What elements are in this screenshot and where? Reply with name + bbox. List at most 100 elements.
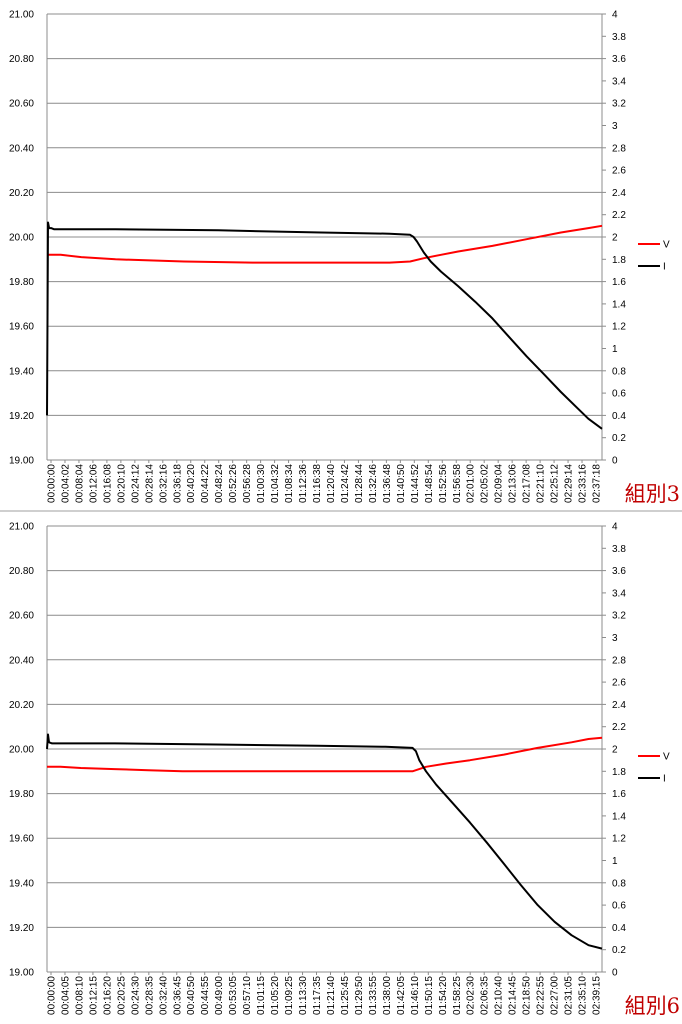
y-right-tick-label: 1.8 (612, 767, 626, 778)
x-tick-label: 01:24:42 (340, 464, 351, 503)
chart-group3: 19.0019.2019.4019.6019.8020.0020.2020.40… (9, 10, 670, 503)
x-tick-label: 02:21:10 (536, 464, 547, 503)
x-tick-label: 02:31:05 (564, 976, 575, 1015)
x-tick-label: 00:16:08 (102, 464, 113, 503)
x-tick-label: 01:28:44 (354, 464, 365, 503)
y-right-tick-label: 1 (612, 856, 618, 867)
x-tick-label: 00:32:40 (158, 976, 169, 1015)
x-tick-label: 00:56:28 (242, 464, 253, 503)
y-right-tick-label: 0.4 (612, 411, 626, 422)
y-left-tick-label: 20.80 (9, 54, 34, 65)
y-right-tick-label: 2 (612, 745, 618, 756)
x-tick-label: 01:38:00 (382, 976, 393, 1015)
x-tick-label: 01:46:10 (410, 976, 421, 1015)
x-tick-label: 02:13:06 (508, 464, 519, 503)
y-left-tick-label: 20.20 (9, 188, 34, 199)
y-right-tick-label: 4 (612, 522, 618, 533)
x-tick-label: 00:12:06 (88, 464, 99, 503)
y-right-tick-label: 0.2 (612, 433, 626, 444)
x-tick-label: 01:56:58 (452, 464, 463, 503)
legend-label-i: I (663, 262, 666, 273)
y-right-tick-label: 2.6 (612, 678, 626, 689)
legend-label-i: I (663, 774, 666, 785)
y-right-tick-label: 4 (612, 10, 618, 21)
y-right-tick-label: 3.4 (612, 588, 626, 599)
x-tick-label: 01:44:52 (410, 464, 421, 503)
x-tick-label: 01:04:32 (270, 464, 281, 503)
y-right-tick-label: 1.2 (612, 322, 626, 333)
y-right-tick-label: 2.4 (612, 188, 626, 199)
y-left-tick-label: 19.20 (9, 923, 34, 934)
y-right-tick-label: 0 (612, 968, 618, 979)
x-tick-label: 02:02:30 (466, 976, 477, 1015)
x-tick-label: 01:20:40 (326, 464, 337, 503)
x-tick-label: 00:00:00 (47, 464, 58, 503)
legend-label-v: V (663, 240, 670, 251)
y-left-tick-label: 21.00 (9, 10, 34, 21)
y-right-tick-label: 1.8 (612, 255, 626, 266)
x-tick-label: 01:42:05 (396, 976, 407, 1015)
x-tick-label: 00:28:35 (144, 976, 155, 1015)
y-right-tick-label: 2.2 (612, 722, 626, 733)
x-tick-label: 01:00:30 (256, 464, 267, 503)
y-right-tick-label: 3.2 (612, 611, 626, 622)
chart-group6: 19.0019.2019.4019.6019.8020.0020.2020.40… (9, 522, 670, 1015)
x-tick-label: 00:44:55 (200, 976, 211, 1015)
x-tick-label: 00:36:45 (172, 976, 183, 1015)
x-tick-label: 02:10:40 (494, 976, 505, 1015)
x-tick-label: 01:40:50 (396, 464, 407, 503)
x-tick-label: 00:28:14 (144, 464, 155, 503)
x-tick-label: 01:25:45 (340, 976, 351, 1015)
y-right-tick-label: 1.4 (612, 811, 626, 822)
legend-label-v: V (663, 752, 670, 763)
y-right-tick-label: 3 (612, 633, 618, 644)
x-tick-label: 00:04:05 (60, 976, 71, 1015)
y-right-tick-label: 1.6 (612, 789, 626, 800)
y-left-tick-label: 19.80 (9, 277, 34, 288)
y-left-tick-label: 20.60 (9, 611, 34, 622)
y-right-tick-label: 1.6 (612, 277, 626, 288)
x-tick-label: 01:17:35 (312, 976, 323, 1015)
y-left-tick-label: 20.80 (9, 566, 34, 577)
x-tick-label: 00:36:18 (172, 464, 183, 503)
x-tick-label: 00:04:02 (60, 464, 71, 503)
y-right-tick-label: 3.8 (612, 32, 626, 43)
x-tick-label: 00:20:25 (116, 976, 127, 1015)
y-left-tick-label: 20.40 (9, 143, 34, 154)
y-right-tick-label: 0.6 (612, 389, 626, 400)
x-tick-label: 02:29:14 (564, 464, 575, 503)
y-right-tick-label: 2.8 (612, 655, 626, 666)
y-left-tick-label: 19.40 (9, 878, 34, 889)
y-right-tick-label: 3.8 (612, 544, 626, 555)
y-left-tick-label: 19.00 (9, 456, 34, 467)
x-tick-label: 00:32:16 (158, 464, 169, 503)
x-tick-label: 01:16:38 (312, 464, 323, 503)
x-tick-label: 01:29:50 (354, 976, 365, 1015)
x-tick-label: 01:32:46 (368, 464, 379, 503)
x-tick-label: 00:20:10 (116, 464, 127, 503)
x-tick-label: 00:16:20 (102, 976, 113, 1015)
x-tick-label: 00:24:12 (130, 464, 141, 503)
y-right-tick-label: 0.8 (612, 878, 626, 889)
panel-divider (0, 510, 682, 512)
y-right-tick-label: 1 (612, 344, 618, 355)
y-left-tick-label: 19.40 (9, 366, 34, 377)
x-tick-label: 00:49:00 (214, 976, 225, 1015)
x-tick-label: 01:54:20 (438, 976, 449, 1015)
y-left-tick-label: 19.20 (9, 411, 34, 422)
y-right-tick-label: 0.4 (612, 923, 626, 934)
group-label: 組別3 (624, 482, 680, 506)
x-tick-label: 01:01:15 (256, 976, 267, 1015)
x-tick-label: 00:53:05 (228, 976, 239, 1015)
x-tick-label: 00:08:10 (74, 976, 85, 1015)
x-tick-label: 01:09:25 (284, 976, 295, 1015)
group-label: 組別6 (624, 994, 680, 1018)
y-right-tick-label: 2.2 (612, 210, 626, 221)
x-tick-label: 00:44:22 (200, 464, 211, 503)
y-left-tick-label: 19.60 (9, 834, 34, 845)
x-tick-label: 00:40:20 (186, 464, 197, 503)
x-tick-label: 02:33:16 (578, 464, 589, 503)
x-tick-label: 01:21:40 (326, 976, 337, 1015)
y-left-tick-label: 20.20 (9, 700, 34, 711)
y-left-tick-label: 21.00 (9, 522, 34, 533)
